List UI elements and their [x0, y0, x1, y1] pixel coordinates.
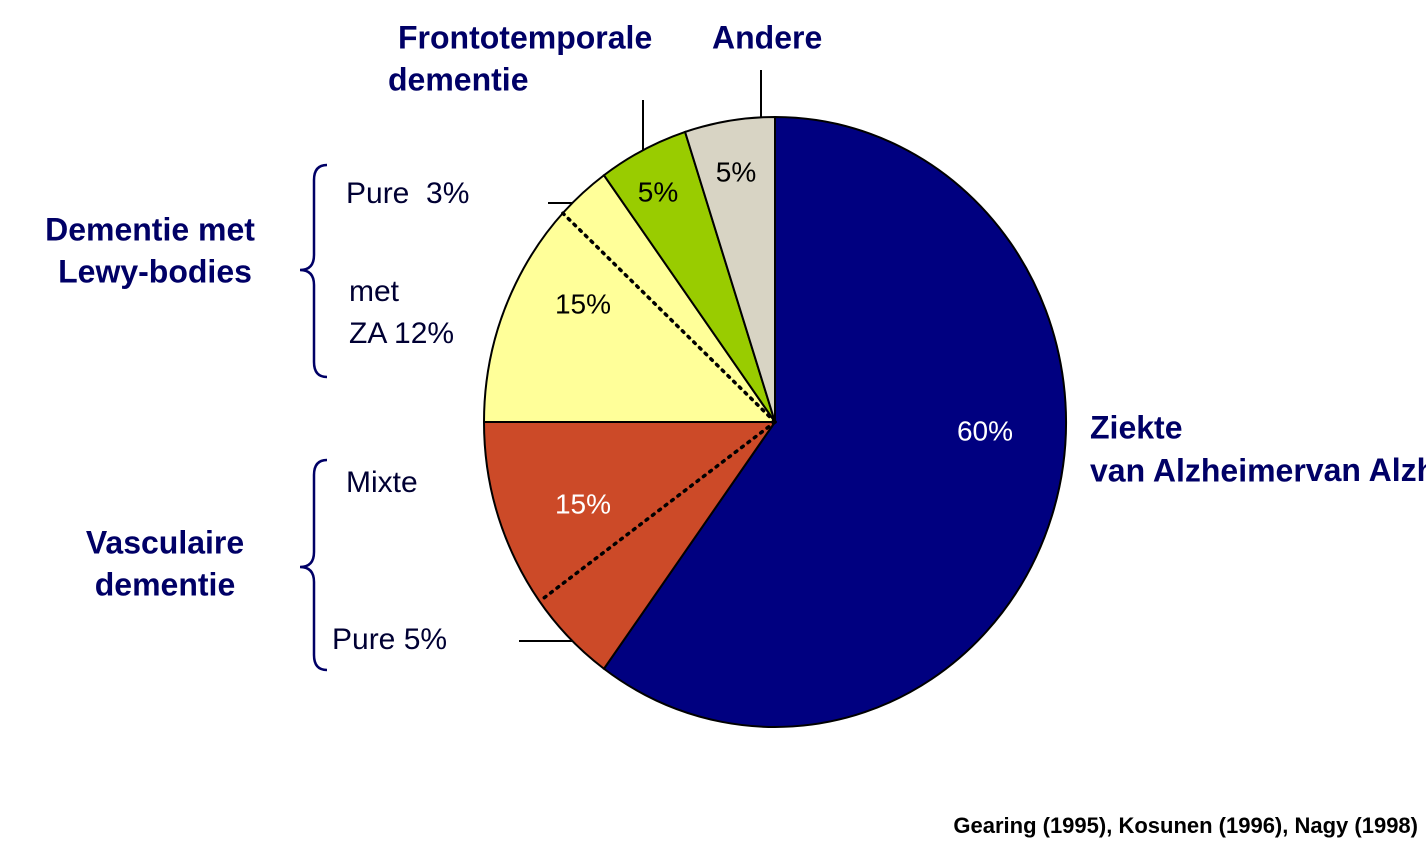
category-label: Dementie met: [45, 211, 255, 247]
category-label: dementie: [95, 566, 235, 602]
sub-label: Pure 5%: [332, 623, 447, 656]
category-label: Andere: [712, 19, 822, 55]
sub-label: ZA 12%: [349, 317, 454, 350]
pie-slice: [683, 115, 776, 423]
value-label: 15%: [555, 288, 611, 319]
sub-divider: [561, 211, 777, 424]
category-label: dementie: [388, 61, 528, 97]
bracket: [299, 163, 328, 379]
category-label: Lewy-bodies: [58, 253, 252, 289]
sub-label: Mixte: [346, 466, 418, 499]
value-label: 15%: [555, 488, 611, 519]
sub-label: met: [349, 275, 400, 308]
value-label: 60%: [957, 415, 1013, 446]
pie-slice: [482, 173, 777, 423]
sub-label: Pure 3%: [346, 177, 469, 210]
value-label: 5%: [638, 176, 678, 207]
sub-divider: [537, 420, 777, 604]
category-label: Ziekte: [1090, 409, 1182, 445]
category-label: Frontotemporale: [398, 19, 652, 55]
category-label: Vasculaire: [86, 524, 244, 560]
category-label: van Alzheimervan Alzheimer(ZA): [1090, 452, 1426, 488]
category-label-line: van Alzheimer: [1306, 452, 1426, 488]
pie-slice: [602, 115, 1067, 728]
bracket: [299, 458, 328, 672]
value-label: 5%: [716, 156, 756, 187]
pie: [482, 115, 1067, 728]
source: Gearing (1995), Kosunen (1996), Nagy (19…: [953, 813, 1418, 838]
pie-slice: [482, 421, 777, 671]
